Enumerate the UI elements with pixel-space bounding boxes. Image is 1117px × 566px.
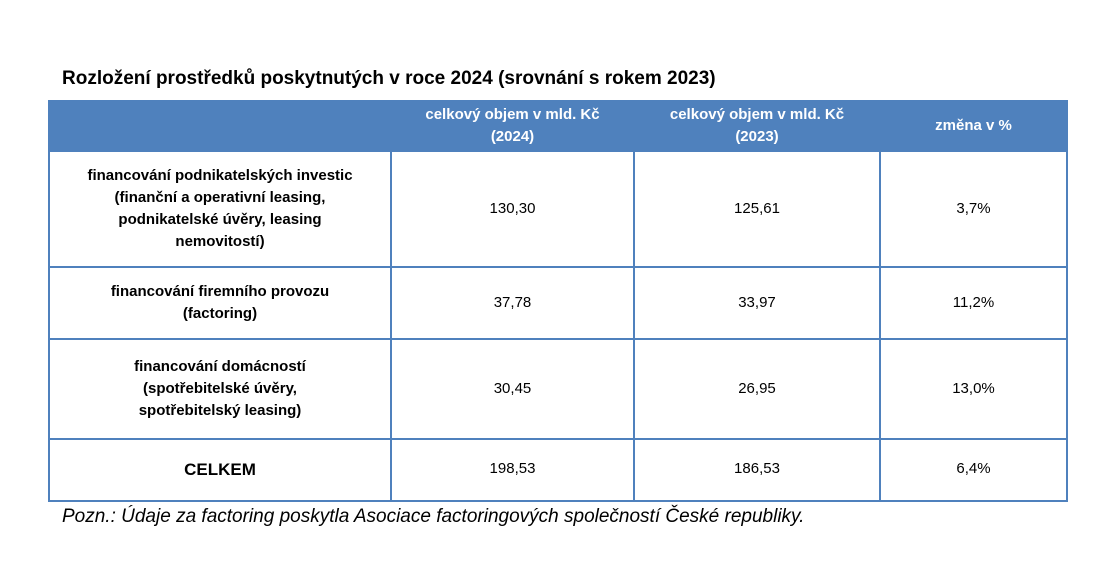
row-label: financování firemního provozu (factoring): [48, 266, 392, 340]
value-cell: 3,7%: [879, 150, 1068, 268]
cell-line: (finanční a operativní leasing,: [114, 189, 326, 206]
note: Pozn.: Údaje za factoring poskytla Asoci…: [62, 506, 805, 527]
value-cell: 186,53: [633, 438, 881, 502]
value-cell: 33,97: [633, 266, 881, 340]
cell-line: změna v %: [935, 117, 1012, 134]
header-row: celkový objem v mld. Kč (2024) celkový obj…: [48, 100, 1068, 152]
row-label: financování podnikatelských investic (fin…: [48, 150, 392, 268]
value-cell: 11,2%: [879, 266, 1068, 340]
table: celkový objem v mld. Kč (2024) celkový obj…: [48, 100, 1068, 502]
header-cell: [48, 100, 392, 152]
cell-line: financování firemního provozu: [110, 283, 330, 300]
cell-line: celkový objem v mld. Kč: [669, 106, 845, 123]
value-cell: 30,45: [390, 338, 635, 440]
header-cell: celkový objem v mld. Kč (2023): [633, 100, 881, 152]
cell-line: (2024): [490, 128, 535, 145]
table-row: CELKEM 198,53 186,53 6,4%: [48, 438, 1068, 502]
title: Rozložení prostředků poskytnutých v roce…: [62, 68, 716, 89]
cell-line: financování domácností: [134, 358, 306, 375]
cell-line: nemovitostí): [175, 233, 265, 250]
cell-line: (factoring): [182, 305, 258, 322]
value-cell: 26,95: [633, 338, 881, 440]
row-label: financování domácností (spotřebitelské úv…: [48, 338, 392, 440]
value-cell: 198,53: [390, 438, 635, 502]
value-cell: 37,78: [390, 266, 635, 340]
cell-line: CELKEM: [184, 460, 256, 479]
table-row: financování firemního provozu (factoring)…: [48, 266, 1068, 340]
value-cell: 13,0%: [879, 338, 1068, 440]
value-cell: 125,61: [633, 150, 881, 268]
table-row: financování podnikatelských investic (fin…: [48, 150, 1068, 268]
cell-line: (spotřebitelské úvěry,: [143, 380, 297, 397]
cell-line: financování podnikatelských investic: [87, 167, 353, 184]
cell-line: spotřebitelský leasing): [138, 402, 302, 419]
table-row: financování domácností (spotřebitelské úv…: [48, 338, 1068, 440]
header-cell: celkový objem v mld. Kč (2024): [390, 100, 635, 152]
value-cell: 6,4%: [879, 438, 1068, 502]
cell-line: (2023): [735, 128, 779, 145]
row-label: CELKEM: [48, 438, 392, 502]
cell-line: podnikatelské úvěry, leasing: [118, 211, 322, 228]
table-body: financování podnikatelských investic (fin…: [48, 150, 1068, 502]
value-cell: 130,30: [390, 150, 635, 268]
header-cell: změna v %: [879, 100, 1068, 152]
cell-line: celkový objem v mld. Kč: [425, 106, 600, 123]
